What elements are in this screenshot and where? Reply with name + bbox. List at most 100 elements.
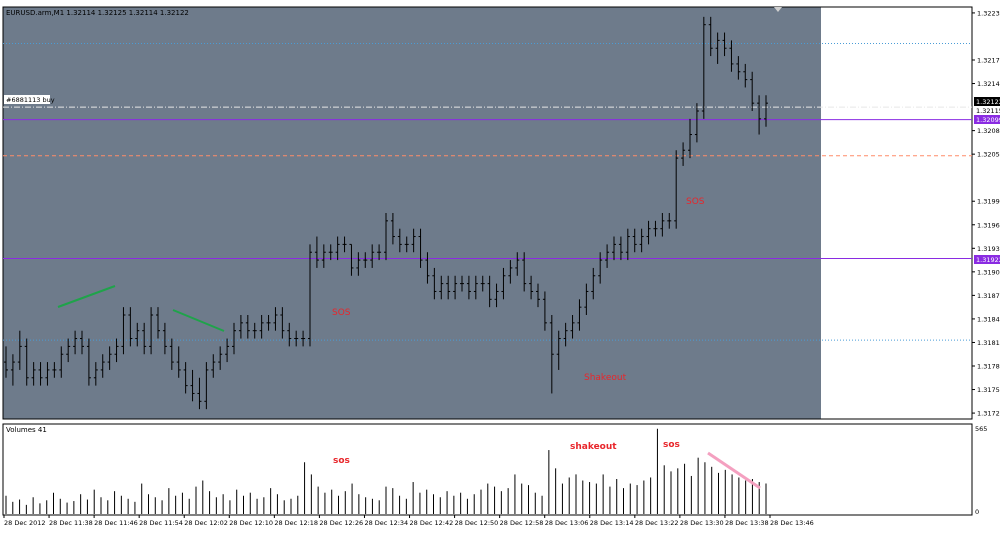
price-bar[interactable] (750, 71, 755, 111)
price-bar[interactable] (577, 299, 582, 331)
price-bar[interactable] (425, 252, 430, 284)
price-bar[interactable] (701, 16, 706, 119)
price-bar[interactable] (38, 362, 43, 386)
price-bar[interactable] (363, 252, 368, 268)
price-bar[interactable] (494, 283, 499, 308)
price-bar[interactable] (501, 267, 506, 300)
price-bar[interactable] (549, 315, 554, 394)
price-bar[interactable] (24, 338, 29, 386)
price-bar[interactable] (653, 220, 658, 237)
price-bar[interactable] (757, 95, 762, 135)
price-bar[interactable] (542, 291, 547, 331)
price-bar[interactable] (93, 362, 98, 386)
price-bar[interactable] (238, 315, 243, 339)
price-bar[interactable] (674, 150, 679, 229)
price-bar[interactable] (59, 346, 64, 378)
price-bar[interactable] (598, 252, 603, 284)
price-bar[interactable] (266, 315, 271, 331)
price-bar[interactable] (245, 315, 250, 339)
price-bar[interactable] (66, 338, 71, 363)
price-bar[interactable] (156, 307, 160, 339)
price-bar[interactable] (45, 362, 50, 386)
price-bar[interactable] (377, 244, 382, 261)
price-bar[interactable] (688, 118, 692, 159)
chart-shift-marker-icon[interactable] (774, 7, 782, 12)
price-bar[interactable] (273, 307, 278, 331)
price-bar[interactable] (466, 275, 471, 300)
price-bar[interactable] (10, 354, 15, 386)
price-bar[interactable] (107, 346, 112, 370)
price-bar[interactable] (646, 220, 651, 245)
price-bar[interactable] (321, 244, 326, 268)
price-bar[interactable] (722, 32, 727, 57)
price-bar[interactable] (280, 307, 285, 339)
price-bar[interactable] (605, 244, 610, 268)
price-bar[interactable] (667, 213, 672, 229)
price-bar[interactable] (169, 338, 174, 370)
price-bar[interactable] (563, 322, 568, 347)
price-bar[interactable] (4, 346, 8, 378)
price-bar[interactable] (349, 243, 354, 276)
price-bar[interactable] (335, 236, 340, 261)
price-bar[interactable] (100, 354, 105, 378)
price-bar[interactable] (715, 32, 720, 64)
price-bar[interactable] (190, 369, 195, 402)
price-bar[interactable] (135, 322, 140, 347)
price-bar[interactable] (294, 330, 299, 347)
price-bar[interactable] (694, 103, 699, 143)
price-bar[interactable] (232, 322, 236, 355)
price-bar[interactable] (356, 252, 361, 276)
price-bar[interactable] (197, 377, 202, 410)
price-bar[interactable] (411, 228, 416, 253)
price-bar[interactable] (522, 252, 527, 292)
price-bar[interactable] (308, 244, 312, 347)
price-bar[interactable] (301, 330, 306, 347)
price-bar[interactable] (183, 362, 188, 394)
price-bar[interactable] (52, 362, 57, 378)
price-bar[interactable] (570, 315, 575, 339)
price-bar[interactable] (536, 283, 540, 308)
price-bar[interactable] (473, 275, 478, 300)
order-label[interactable]: #6881113 buy (6, 96, 55, 104)
price-bar[interactable] (612, 236, 616, 261)
price-bar[interactable] (418, 228, 423, 268)
price-bar[interactable] (121, 307, 126, 355)
trendline-right[interactable] (172, 309, 225, 332)
price-bar[interactable] (743, 63, 748, 88)
price-bar[interactable] (225, 338, 230, 363)
price-bar[interactable] (328, 244, 333, 261)
price-bar[interactable] (439, 275, 444, 300)
price-bar[interactable] (729, 40, 734, 72)
price-bar[interactable] (204, 362, 209, 410)
price-bar[interactable] (487, 275, 492, 308)
price-bar[interactable] (128, 307, 133, 347)
price-bar[interactable] (218, 346, 223, 370)
price-bar[interactable] (618, 236, 623, 261)
price-bar[interactable] (86, 338, 91, 386)
price-bar[interactable] (453, 275, 458, 300)
price-bar[interactable] (432, 267, 437, 300)
price-bar[interactable] (142, 322, 147, 355)
price-bar[interactable] (17, 330, 22, 370)
price-bar[interactable] (314, 236, 319, 268)
price-bar[interactable] (397, 228, 402, 253)
price-bar[interactable] (162, 322, 167, 355)
price-bar[interactable] (508, 260, 513, 284)
volume-trendline[interactable] (707, 451, 761, 490)
price-bar[interactable] (480, 275, 485, 292)
price-bar[interactable] (446, 275, 451, 300)
price-bar[interactable] (632, 228, 637, 253)
price-bar[interactable] (681, 142, 686, 166)
price-bar[interactable] (287, 322, 292, 347)
trendline-left[interactable] (57, 285, 116, 308)
price-bar[interactable] (259, 315, 264, 339)
price-bar[interactable] (114, 338, 119, 363)
price-bar[interactable] (556, 330, 561, 370)
price-bar[interactable] (80, 330, 84, 355)
price-bar[interactable] (252, 322, 257, 339)
price-bar[interactable] (639, 228, 644, 253)
price-bar[interactable] (660, 213, 665, 237)
price-bar[interactable] (591, 267, 596, 300)
price-bar[interactable] (584, 283, 589, 315)
price-bar[interactable] (515, 252, 520, 276)
